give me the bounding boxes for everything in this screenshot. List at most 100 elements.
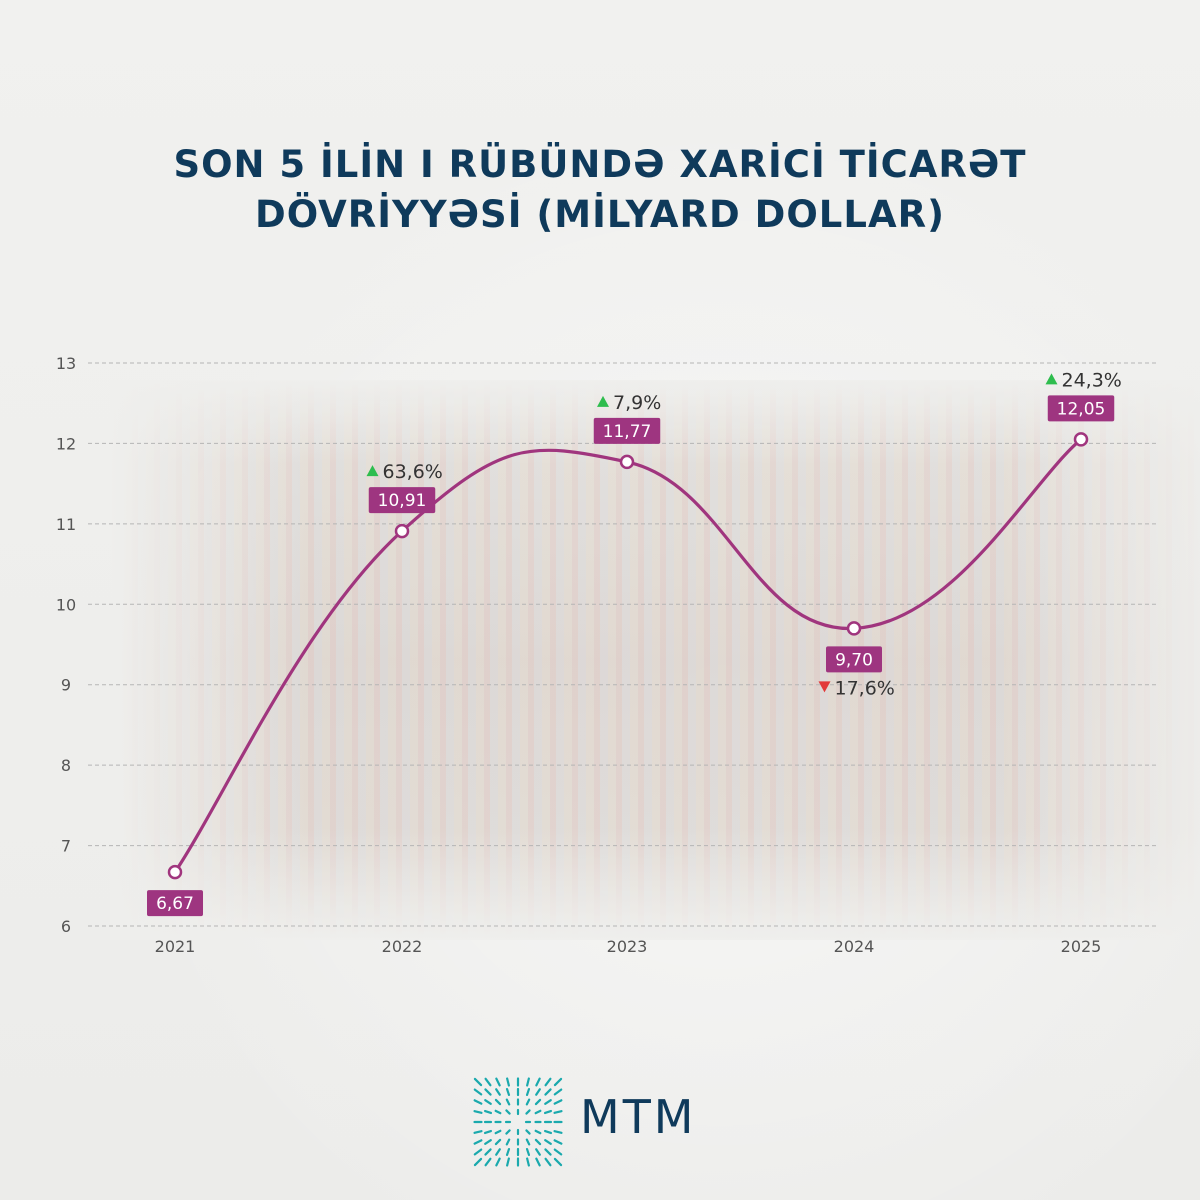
logo-dash	[534, 1129, 542, 1135]
change-label: 7,9%	[613, 392, 661, 414]
logo-dash	[525, 1087, 531, 1097]
mtm-logo: MTM	[468, 1072, 768, 1172]
series-line	[173, 437, 1083, 874]
triangle-up-icon	[366, 465, 379, 477]
logo-dash	[495, 1088, 501, 1096]
logo-dash	[543, 1129, 553, 1135]
line-chart: 6 7 8 9 10 11 12 13 2021 2022 2023 2024 2025 6,67 10,9…	[56, 354, 1156, 956]
logo-dash	[525, 1098, 531, 1106]
logo-dash	[505, 1147, 511, 1157]
logo-dash	[484, 1139, 492, 1145]
logo-dash	[494, 1129, 502, 1135]
value-label: 10,91	[378, 491, 427, 511]
logo-dash	[525, 1138, 531, 1146]
value-label-box	[826, 646, 882, 673]
logo-dash	[526, 1077, 530, 1087]
value-label: 12,05	[1057, 399, 1106, 419]
logo-dash	[553, 1130, 563, 1134]
logo-dash	[535, 1157, 541, 1167]
logo-dash	[495, 1157, 501, 1167]
y-tick-label: 13	[56, 354, 76, 373]
value-label-box	[593, 417, 661, 444]
triangle-down-icon	[818, 681, 831, 693]
logo-dash	[505, 1138, 511, 1146]
value-label-box	[147, 890, 203, 917]
change-label: 24,3%	[1062, 369, 1122, 391]
y-tick-label: 11	[56, 515, 76, 534]
logo-dash	[505, 1087, 511, 1097]
value-label-box	[1047, 395, 1115, 422]
logo-dash	[484, 1077, 492, 1087]
logo-dash	[544, 1139, 552, 1145]
data-point	[619, 454, 635, 470]
data-point	[1073, 432, 1089, 447]
logo-dash	[473, 1130, 483, 1134]
logo-dash	[553, 1157, 563, 1167]
logo-dash	[473, 1139, 483, 1145]
logo-dash	[543, 1109, 553, 1115]
y-tick-label: 12	[56, 434, 76, 453]
data-point	[394, 523, 410, 539]
data-point	[846, 621, 862, 636]
logo-dash	[483, 1129, 493, 1135]
logo-dash	[505, 1098, 511, 1106]
logo-dash	[553, 1099, 563, 1105]
logo-dash	[494, 1098, 502, 1106]
logo-dash	[553, 1148, 563, 1156]
y-tick-label: 9	[61, 676, 71, 695]
logo-dash	[544, 1157, 552, 1167]
y-tick-label: 6	[61, 917, 71, 936]
logo-dash	[553, 1077, 563, 1087]
x-tick-label: 2025	[1061, 937, 1102, 956]
logo-dash	[484, 1157, 492, 1167]
logo-dash	[494, 1109, 502, 1115]
logo-dash	[525, 1109, 531, 1115]
logo-dash	[544, 1148, 552, 1156]
chart-title: SON 5 İLİN I RÜBÜNDƏ XARİCİ TİCARƏT DÖVR…	[0, 140, 1200, 240]
value-label: 6,67	[156, 894, 194, 914]
triangle-up-icon	[1045, 373, 1058, 385]
logo-dash	[553, 1088, 563, 1096]
logo-dash	[534, 1138, 542, 1146]
logo-dash	[535, 1148, 541, 1156]
value-label-box	[368, 487, 436, 514]
y-tick-label: 10	[56, 595, 76, 614]
mtm-logo-mark-icon	[473, 1077, 563, 1167]
chart-title-line-2: DÖVRİYYƏSİ (MİLYARD DOLLAR)	[254, 193, 945, 236]
x-tick-label: 2022	[382, 937, 423, 956]
chart-title-line-1: SON 5 İLİN I RÜBÜNDƏ XARİCİ TİCARƏT	[173, 143, 1027, 186]
x-tick-label: 2024	[834, 937, 875, 956]
logo-dash	[473, 1148, 483, 1156]
logo-dash	[495, 1148, 501, 1156]
mtm-logo-text: MTM	[580, 1090, 697, 1144]
logo-dash	[473, 1088, 483, 1096]
triangle-up-icon	[597, 395, 609, 407]
logo-dash	[473, 1157, 483, 1167]
change-label: 63,6%	[383, 461, 443, 483]
logo-dash	[473, 1077, 483, 1087]
logo-dash	[505, 1109, 511, 1115]
logo-dash	[526, 1157, 530, 1167]
logo-dash	[553, 1139, 563, 1145]
logo-dash	[473, 1110, 483, 1114]
logo-dash	[495, 1077, 501, 1087]
logo-dash	[534, 1098, 542, 1106]
change-label: 17,6%	[835, 677, 895, 699]
y-tick-label: 7	[61, 837, 71, 856]
logo-dash	[535, 1077, 541, 1087]
logo-dash	[483, 1109, 493, 1115]
logo-dash	[544, 1077, 552, 1087]
x-tick-label: 2023	[607, 937, 648, 956]
logo-dash	[494, 1138, 502, 1146]
logo-dash	[535, 1088, 541, 1096]
value-label: 11,77	[603, 422, 652, 442]
logo-dash	[544, 1088, 552, 1096]
logo-dash	[484, 1099, 492, 1105]
logo-dash	[525, 1147, 531, 1157]
logo-dash	[525, 1129, 531, 1135]
logo-dash	[505, 1129, 511, 1135]
y-tick-label: 8	[61, 756, 71, 775]
x-tick-label: 2021	[155, 937, 196, 956]
logo-dash	[544, 1099, 552, 1105]
logo-dash	[484, 1088, 492, 1096]
